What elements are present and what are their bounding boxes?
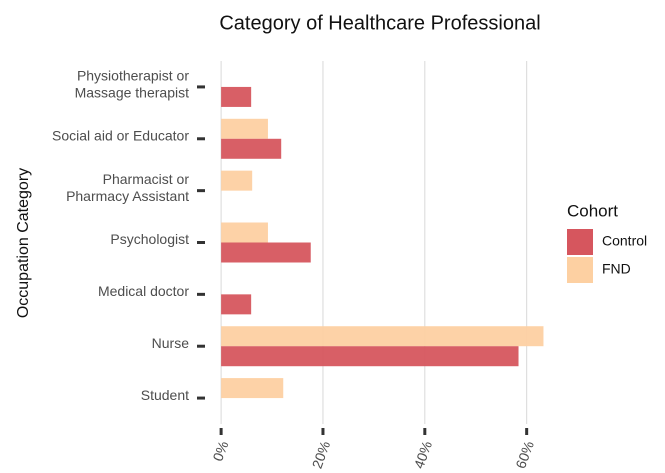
bar [221, 138, 282, 159]
legend-label: Control [602, 233, 647, 249]
y-tick-label: Student [141, 387, 189, 403]
x-tick-label: 60% [512, 439, 537, 471]
x-tick-label: 0% [209, 439, 231, 463]
y-tick-label: Physiotherapist or Massage therapist [75, 67, 190, 100]
x-tick-label: 20% [309, 439, 334, 471]
x-tick-label: 40% [410, 439, 435, 471]
bar [221, 326, 544, 347]
bar [221, 294, 252, 315]
bar [221, 86, 252, 107]
bar [221, 378, 284, 399]
y-tick-label: Nurse [152, 335, 190, 351]
legend-swatch [567, 229, 593, 255]
bar [221, 222, 268, 243]
y-axis-title: Occupation Category [15, 168, 32, 318]
legend-title: Cohort [567, 201, 618, 220]
y-tick-label: Pharmacist or Pharmacy Assistant [66, 171, 189, 204]
legend-label: FND [602, 261, 631, 277]
bar [221, 346, 519, 367]
chart-title: Category of Healthcare Professional [219, 12, 540, 34]
y-tick-label: Medical doctor [98, 283, 189, 299]
y-tick-label: Social aid or Educator [52, 127, 189, 143]
y-tick-label: Psychologist [110, 231, 189, 247]
legend-swatch [567, 257, 593, 283]
bar [221, 170, 253, 191]
bar [221, 242, 311, 263]
bar [221, 118, 268, 139]
